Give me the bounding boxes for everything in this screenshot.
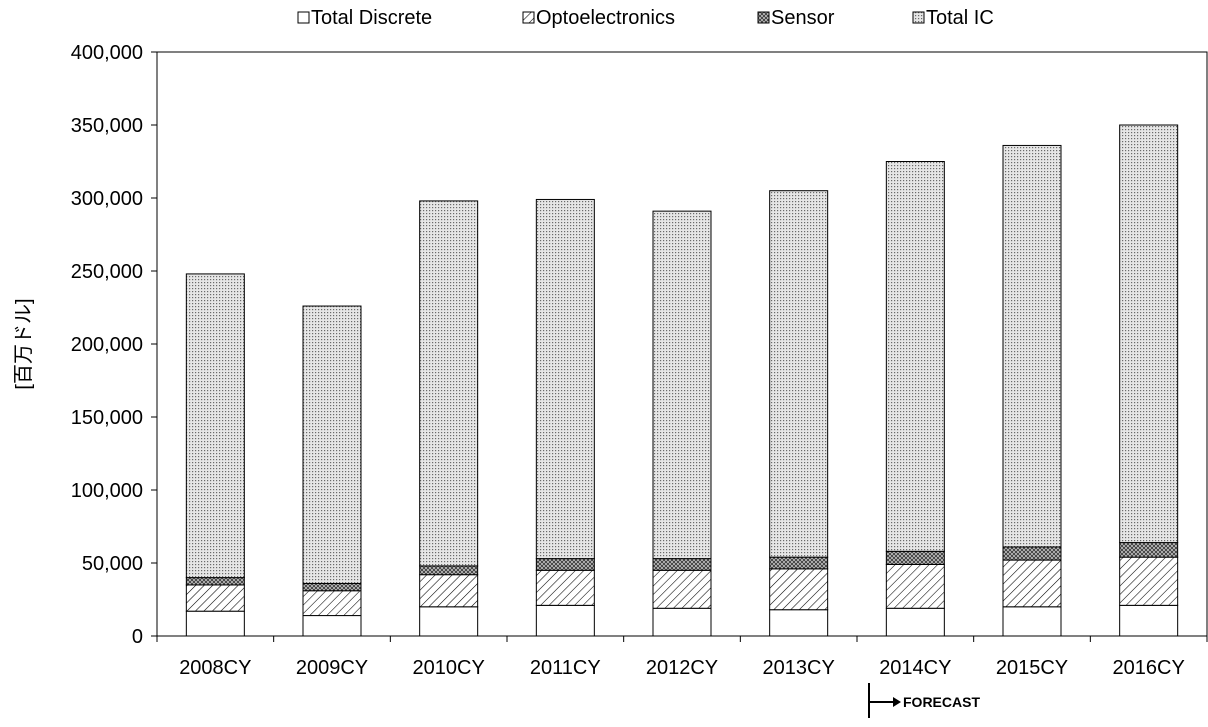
- bar-sensor: [302, 582, 362, 592]
- legend-label-total-ic: Total IC: [926, 7, 994, 29]
- legend-label-sensor: Sensor: [771, 7, 835, 29]
- bar-total-ic: [419, 200, 479, 567]
- bar-optoelectronics: [185, 584, 245, 612]
- x-axis: 2008CY 2009CY 2010CY 2011CY 2012CY 2013CY 2014…: [156, 636, 1208, 679]
- y-axis: 0 50,000 100,000 150,000 200,000 250,000 300,0…: [71, 42, 157, 648]
- bar-total-discrete: [302, 615, 362, 637]
- x-tick-label: 2015CY: [996, 657, 1068, 679]
- bar-total-discrete: [419, 606, 479, 637]
- bar-sensor: [769, 556, 829, 570]
- legend: Total Discrete Optoelectronics Sensor Total…: [297, 7, 994, 29]
- bar-optoelectronics: [885, 563, 945, 609]
- bar-sensor: [535, 558, 595, 571]
- y-tick-label: 400,000: [71, 42, 143, 64]
- x-tick-label: 2010CY: [413, 657, 485, 679]
- x-tick-label: 2016CY: [1113, 657, 1185, 679]
- forecast-annotation: FORECAST: [868, 683, 980, 718]
- bar-total-ic: [535, 198, 595, 560]
- bars-group: [185, 124, 1179, 637]
- y-tick-label: 300,000: [71, 188, 143, 210]
- bar-total-discrete: [185, 610, 245, 637]
- legend-swatch-total-discrete: [297, 11, 310, 24]
- legend-swatch-total-ic: [912, 11, 925, 24]
- y-tick-label: 250,000: [71, 261, 143, 283]
- bar-total-ic: [1002, 144, 1062, 548]
- bar-optoelectronics: [302, 590, 362, 617]
- bar-total-ic: [652, 210, 712, 560]
- bar-total-ic: [885, 161, 945, 552]
- bar-total-ic: [302, 305, 362, 584]
- bar-sensor: [652, 558, 712, 571]
- x-tick-label: 2014CY: [879, 657, 951, 679]
- bar-optoelectronics: [1119, 556, 1179, 606]
- bar-sensor: [185, 577, 245, 586]
- x-tick-label: 2013CY: [763, 657, 835, 679]
- bar-optoelectronics: [535, 569, 595, 606]
- bar-total-discrete: [1119, 604, 1179, 637]
- bar-optoelectronics: [652, 569, 712, 609]
- bar-total-discrete: [769, 609, 829, 637]
- bar-sensor: [419, 565, 479, 576]
- bar-sensor: [1002, 546, 1062, 561]
- legend-swatch-optoelectronics: [522, 11, 535, 24]
- bar-total-ic: [185, 273, 245, 579]
- bar-sensor: [885, 550, 945, 565]
- bar-total-discrete: [1002, 606, 1062, 637]
- bar-total-ic: [1119, 124, 1179, 544]
- y-axis-label: [百万ドル]: [13, 298, 35, 389]
- bar-optoelectronics: [419, 574, 479, 608]
- bar-sensor: [1119, 542, 1179, 558]
- y-tick-label: 50,000: [82, 553, 143, 575]
- y-tick-label: 150,000: [71, 407, 143, 429]
- y-tick-label: 100,000: [71, 480, 143, 502]
- x-tick-label: 2011CY: [530, 657, 601, 679]
- y-tick-label: 200,000: [71, 334, 143, 356]
- bar-total-discrete: [652, 607, 712, 637]
- y-tick-label: 350,000: [71, 115, 143, 137]
- bar-optoelectronics: [769, 568, 829, 611]
- bar-total-ic: [769, 190, 829, 558]
- x-tick-label: 2009CY: [296, 657, 368, 679]
- y-tick-label: 0: [132, 626, 143, 648]
- legend-label-optoelectronics: Optoelectronics: [536, 7, 675, 29]
- legend-label-total-discrete: Total Discrete: [311, 7, 432, 29]
- legend-swatch-sensor: [757, 11, 770, 24]
- bar-total-discrete: [885, 607, 945, 637]
- x-tick-label: 2012CY: [646, 657, 718, 679]
- bar-total-discrete: [535, 604, 595, 637]
- forecast-arrowhead: [893, 697, 901, 707]
- bar-optoelectronics: [1002, 559, 1062, 608]
- forecast-label: FORECAST: [903, 694, 980, 710]
- x-tick-label: 2008CY: [179, 657, 251, 679]
